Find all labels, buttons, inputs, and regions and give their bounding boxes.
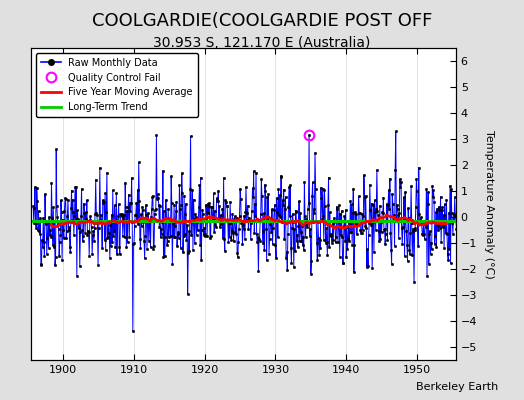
Legend: Raw Monthly Data, Quality Control Fail, Five Year Moving Average, Long-Term Tren: Raw Monthly Data, Quality Control Fail, …	[36, 53, 198, 117]
Text: 30.953 S, 121.170 E (Australia): 30.953 S, 121.170 E (Australia)	[154, 36, 370, 50]
Y-axis label: Temperature Anomaly (°C): Temperature Anomaly (°C)	[484, 130, 494, 278]
Text: Berkeley Earth: Berkeley Earth	[416, 382, 498, 392]
Text: COOLGARDIE(COOLGARDIE POST OFF: COOLGARDIE(COOLGARDIE POST OFF	[92, 12, 432, 30]
